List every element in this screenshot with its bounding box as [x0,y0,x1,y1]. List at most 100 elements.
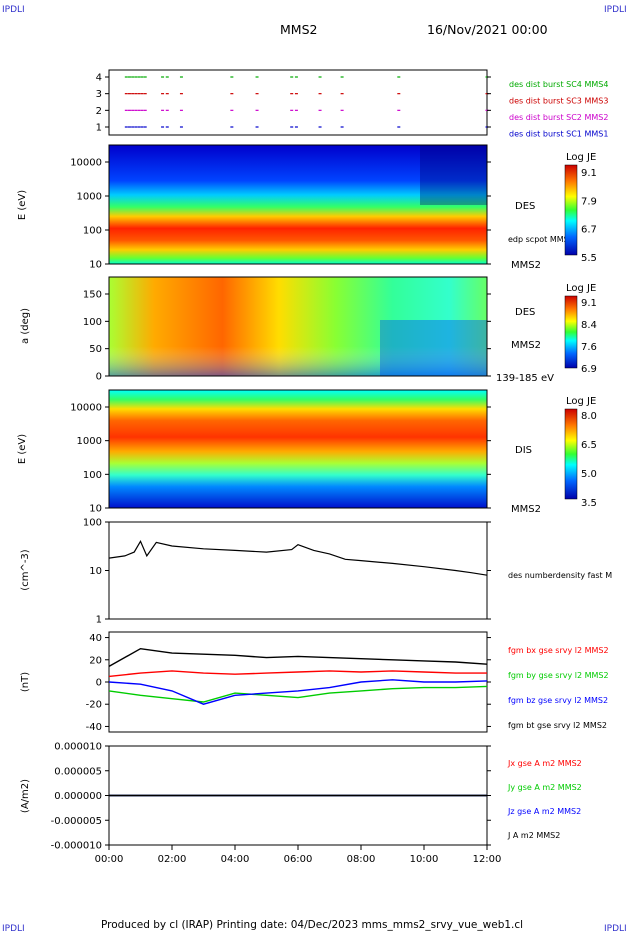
des-energy-tick-label: 10000 [70,158,102,169]
bfield-panel: 40 20 0 -20 -40 (nT) fgm bx gse srvy l2 MMS2… [20,631,609,733]
time-axis: 00:00 02:00 04:00 06:00 08:00 10:00 12:00 [95,845,501,865]
colorbar-tick-label: 8.4 [581,320,597,331]
colorbar1-title: Log JE [566,152,596,163]
colorbar3 [564,408,578,500]
colorbar-tick-label: 9.1 [581,168,597,179]
time-tick-label: 10:00 [410,854,439,865]
burst-tick-label: 1 [96,123,102,134]
colorbar2-ticks: 9.1 8.4 7.6 6.9 [581,298,597,375]
pitch-sc-label: MMS2 [511,340,541,351]
pitch-angle-tick-label: 50 [89,344,102,355]
edp-scpot-label: edp scpot MMS2 [508,235,574,244]
colorbar1-ticks: 9.1 7.9 6.7 5.5 [581,168,597,264]
dis-energy-frame [108,389,488,509]
dis-energy-tick-label: 1000 [77,436,102,447]
burst-legend: des dist burst SC4 MMS4 des dist burst SC… [509,80,608,139]
current-tick-label: 0.000000 [54,791,102,802]
corner-label-top-left: IPDLI [2,5,25,15]
bfield-series [108,647,488,705]
density-series [108,539,488,576]
current-legend-entry: Jz gse A m2 MMS2 [507,807,581,816]
current-legend-entry: Jx gse A m2 MMS2 [507,759,582,768]
colorbar-tick-label: 5.5 [581,253,597,264]
dis-label: DIS [515,445,532,456]
bfield-tick-label: -20 [86,700,102,711]
time-tick-label: 08:00 [347,854,376,865]
bfield-line [108,685,488,703]
colorbar-tick-label: 6.5 [581,440,597,451]
spacecraft-title: MMS2 [280,22,318,37]
colorbar3-title: Log JE [566,396,596,407]
current-ylabel: (A/m2) [20,779,31,813]
bfield-y-ticks: 40 20 0 -20 -40 [86,633,491,733]
colorbar-tick-label: 5.0 [581,469,597,480]
dis-energy-spectrogram [109,390,487,508]
des-energy-panel: 10000 1000 100 10 E (eV) DES edp scpot MMS2… [17,144,597,271]
burst-tick-label: 4 [96,73,102,84]
time-tick-label: 02:00 [158,854,187,865]
burst-y-ticks: 4 3 2 1 [96,73,491,134]
colorbar-tick-label: 6.7 [581,225,597,236]
bfield-legend-entry: fgm bz gse srvy l2 MMS2 [508,696,608,705]
pitch-angle-ylabel: a (deg) [20,308,31,344]
density-tick-label: 1 [96,615,102,626]
bfield-ylabel: (nT) [20,672,31,692]
current-tick-label: 0.000010 [54,742,102,753]
colorbar3-ticks: 8.0 6.5 5.0 3.5 [581,411,597,509]
colorbar-tick-label: 3.5 [581,498,597,509]
current-tick-label: -0.000005 [51,816,102,827]
density-y-ticks: 100 10 1 [83,518,491,626]
pitch-energy-label: 139-185 eV [496,373,554,384]
bfield-tick-label: 20 [89,655,102,666]
bfield-tick-label: -40 [86,722,102,733]
current-legend-entry: J A m2 MMS2 [507,831,560,840]
pitch-angle-tick-label: 150 [83,290,102,301]
density-line [108,539,488,576]
bfield-legend-entry: fgm by gse srvy l2 MMS2 [508,671,609,680]
current-y-ticks: 0.000010 0.000005 0.000000 -0.000005 -0.0000… [51,742,491,852]
des-energy-tick-label: 1000 [77,192,102,203]
dis-sc-label: MMS2 [511,504,541,515]
dis-energy-tick-label: 10000 [70,403,102,414]
des-energy-frame [108,144,488,265]
time-tick-label: 06:00 [284,854,313,865]
pitch-angle-y-ticks: 150 100 50 0 [83,290,491,383]
current-legend: Jx gse A m2 MMS2 Jy gse A m2 MMS2 Jz gse A… [507,759,582,840]
corner-label-bottom-right: IPDLI [604,924,627,934]
des-energy-spectrogram [109,145,487,264]
corner-label-top-right: IPDLI [604,5,627,15]
density-tick-label: 100 [83,518,102,529]
bfield-legend-entry: fgm bx gse srvy l2 MMS2 [508,646,609,655]
pitch-angle-frame [108,276,488,377]
burst-legend-entry: des dist burst SC4 MMS4 [509,80,608,89]
dis-energy-tick-label: 100 [83,470,102,481]
time-tick-label: 00:00 [95,854,124,865]
des-energy-ylabel: E (eV) [17,190,28,220]
burst-marks [124,76,489,128]
colorbar-tick-label: 9.1 [581,298,597,309]
des-energy-tick-label: 10 [89,260,102,271]
pitch-angle-tick-label: 0 [96,372,102,383]
burst-legend-entry: des dist burst SC3 MMS3 [509,97,608,106]
colorbar1 [564,164,578,256]
datetime-title: 16/Nov/2021 00:00 [427,22,548,37]
bfield-line [108,679,488,705]
current-tick-label: 0.000005 [54,766,102,777]
bfield-tick-label: 0 [96,678,102,689]
pitch-des-label: DES [515,307,535,318]
pitch-angle-tick-label: 100 [83,317,102,328]
bfield-legend-entry: fgm bt gse srvy l2 MMS2 [508,721,607,730]
density-ylabel: (cm^-3) [20,549,31,590]
burst-tick-label: 3 [96,89,102,100]
colorbar2-title: Log JE [566,283,596,294]
density-panel: 100 10 1 (cm^-3) des numberdensity fast M [20,518,612,626]
density-frame [108,521,488,620]
colorbar-tick-label: 7.9 [581,196,597,207]
footer-credit: Produced by cl (IRAP) Printing date: 04/… [101,919,524,931]
bfield-legend: fgm bx gse srvy l2 MMS2 fgm by gse srvy l… [508,646,609,730]
bfield-line [108,647,488,668]
colorbar-tick-label: 8.0 [581,411,597,422]
burst-legend-entry: des dist burst SC1 MMS1 [509,130,608,139]
dis-energy-y-ticks: 10000 1000 100 10 [70,403,491,515]
